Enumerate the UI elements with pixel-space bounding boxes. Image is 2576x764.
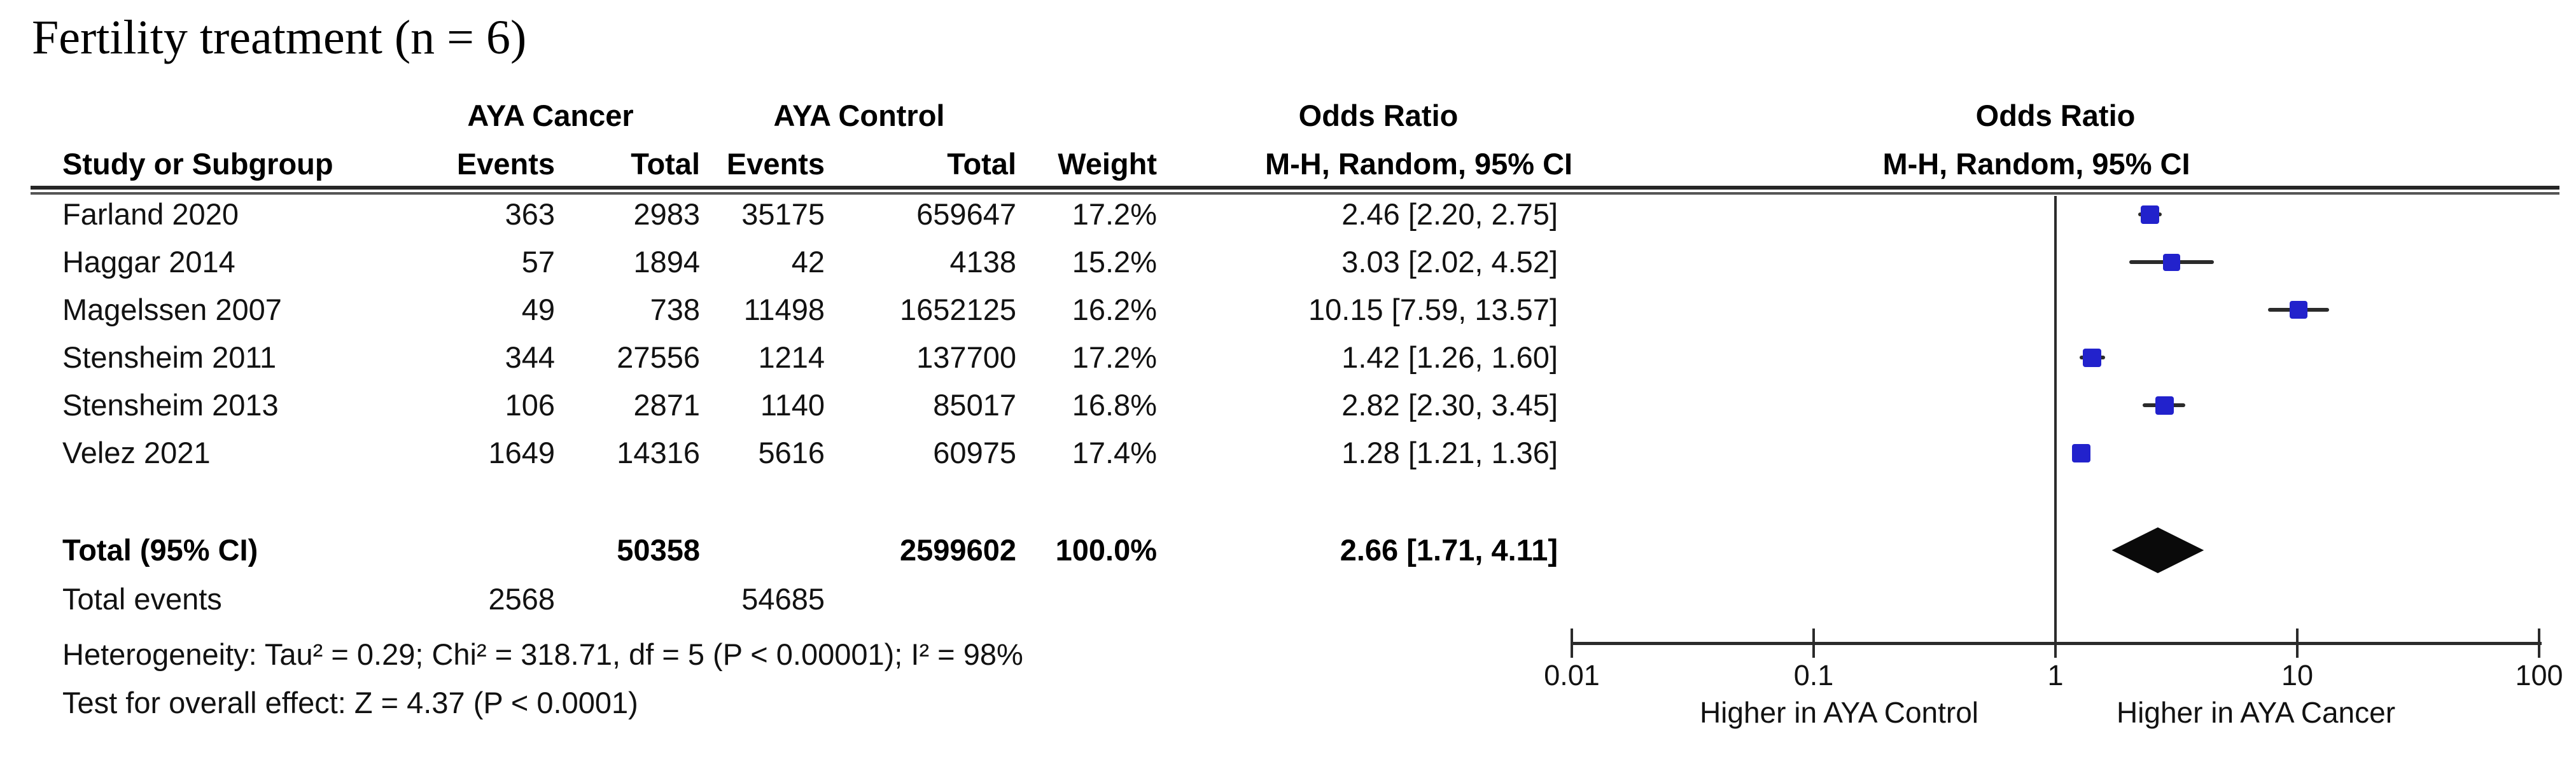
total-or-ci: 2.66 [1.71, 4.11] (1340, 533, 1558, 567)
total-events-cancer: 2568 (488, 582, 555, 616)
axis-tick-label: 1 (2047, 659, 2064, 691)
study-events-cancer: 49 (521, 293, 555, 326)
study-or-ci: 2.46 [2.20, 2.75] (1341, 197, 1558, 231)
total-events-row: Total events 2568 54685 (0, 576, 1591, 623)
plot-header-odds-ratio: Odds Ratio (1975, 99, 2136, 132)
axis-tick (1571, 629, 1573, 658)
col-header-total-control: Total (947, 147, 1016, 181)
study-total-control: 60975 (933, 436, 1016, 469)
study-name: Magelssen 2007 (62, 293, 282, 326)
effect-square (2163, 253, 2181, 271)
column-header-row: Study or Subgroup Events Total Events To… (0, 142, 2576, 186)
effect-square (2083, 348, 2102, 367)
study-or-ci: 1.42 [1.26, 1.60] (1341, 340, 1558, 374)
axis-tick (2054, 629, 2057, 658)
study-or-ci: 10.15 [7.59, 13.57] (1308, 293, 1558, 326)
total-cancer-total: 50358 (617, 533, 700, 567)
study-weight: 16.2% (1072, 293, 1157, 326)
group-header-odds-ratio: Odds Ratio (1298, 99, 1459, 132)
study-weight: 17.4% (1072, 436, 1157, 469)
figure-title: Fertility treatment (n = 6) (32, 11, 527, 64)
col-header-events-control: Events (726, 147, 825, 181)
study-events-cancer: 106 (505, 388, 555, 422)
study-events-control: 35175 (741, 197, 825, 231)
study-or-ci: 1.28 [1.21, 1.36] (1341, 436, 1558, 469)
study-total-cancer: 27556 (617, 340, 700, 374)
total-events-control: 54685 (741, 582, 825, 616)
study-events-control: 42 (791, 245, 825, 279)
axis-tick-label: 0.01 (1544, 659, 1600, 691)
col-header-events-cancer: Events (456, 147, 555, 181)
study-row: Stensheim 2013 106 2871 1140 85017 16.8% 2.82 … (0, 382, 1591, 429)
plot-header-or-method: M-H, Random, 95% CI (1882, 147, 2190, 181)
col-header-study: Study or Subgroup (62, 147, 333, 181)
study-total-control: 1652125 (900, 293, 1016, 326)
header-separator-line-top (31, 186, 2559, 190)
study-name: Farland 2020 (62, 197, 239, 231)
study-weight: 17.2% (1072, 197, 1157, 231)
effect-square (2072, 443, 2091, 462)
study-weight: 15.2% (1072, 245, 1157, 279)
study-events-cancer: 344 (505, 340, 555, 374)
axis-tick-label: 100 (2515, 659, 2563, 691)
study-name: Velez 2021 (62, 436, 211, 469)
study-total-control: 85017 (933, 388, 1016, 422)
study-name: Stensheim 2011 (62, 340, 277, 374)
study-or-ci: 2.82 [2.30, 3.45] (1341, 388, 1558, 422)
summary-diamond (2111, 527, 2204, 573)
study-events-cancer: 57 (521, 245, 555, 279)
axis-tick-label: 0.1 (1793, 659, 1834, 691)
study-total-cancer: 2983 (633, 197, 700, 231)
group-header-aya-control: AYA Control (773, 99, 945, 132)
total-control-total: 2599602 (900, 533, 1016, 567)
effect-square (2290, 301, 2308, 319)
study-total-control: 137700 (916, 340, 1016, 374)
study-total-control: 659647 (916, 197, 1016, 231)
study-total-cancer: 14316 (617, 436, 700, 469)
study-events-control: 1140 (760, 388, 825, 422)
study-events-cancer: 1649 (488, 436, 555, 469)
col-header-or-method: M-H, Random, 95% CI (1265, 147, 1573, 181)
group-header-aya-cancer: AYA Cancer (467, 99, 634, 132)
study-or-ci: 3.03 [2.02, 4.52] (1341, 245, 1558, 279)
study-name: Haggar 2014 (62, 245, 235, 279)
study-row: Haggar 2014 57 1894 42 4138 15.2% 3.03 [2.02, … (0, 239, 1591, 286)
direction-label-right: Higher in AYA Cancer (2116, 696, 2396, 729)
col-header-weight: Weight (1058, 147, 1157, 181)
study-total-control: 4138 (949, 245, 1016, 279)
group-header-row: AYA Cancer AYA Control Odds Ratio Odds R… (0, 94, 2576, 138)
study-weight: 17.2% (1072, 340, 1157, 374)
study-total-cancer: 2871 (633, 388, 700, 422)
direction-label-left: Higher in AYA Control (1699, 696, 1979, 729)
total-label: Total (95% CI) (62, 533, 258, 567)
study-row: Magelssen 2007 49 738 11498 1652125 16.2% 10.1… (0, 286, 1591, 333)
plot-null-line (2054, 196, 2057, 643)
study-events-cancer: 363 (505, 197, 555, 231)
effect-square (2141, 205, 2160, 224)
study-events-control: 5616 (758, 436, 825, 469)
total-weight: 100.0% (1055, 533, 1157, 567)
study-row: Stensheim 2011 344 27556 1214 137700 17.2% 1.4… (0, 334, 1591, 381)
study-events-control: 1214 (758, 340, 825, 374)
axis-tick (2538, 629, 2540, 658)
total-row: Total (95% CI) 50358 2599602 100.0% 2.66… (0, 527, 1591, 574)
axis-tick-label: 10 (2281, 659, 2314, 691)
heterogeneity-note: Heterogeneity: Tau² = 0.29; Chi² = 318.7… (62, 637, 1023, 671)
axis-tick (1812, 629, 1815, 658)
study-name: Stensheim 2013 (62, 388, 279, 422)
study-row: Farland 2020 363 2983 35175 659647 17.2% 2.46 … (0, 191, 1591, 238)
study-row: Velez 2021 1649 14316 5616 60975 17.4% 1.28 [1… (0, 429, 1591, 476)
study-total-cancer: 1894 (633, 245, 700, 279)
effect-square (2155, 396, 2174, 415)
total-events-label: Total events (62, 582, 222, 616)
study-total-cancer: 738 (650, 293, 700, 326)
overall-effect-note: Test for overall effect: Z = 4.37 (P < 0… (62, 686, 638, 719)
col-header-total-cancer: Total (631, 147, 700, 181)
study-events-control: 11498 (743, 293, 825, 326)
axis-tick (2296, 629, 2299, 658)
header-separator-line-bottom (31, 192, 2559, 195)
study-weight: 16.8% (1072, 388, 1157, 422)
